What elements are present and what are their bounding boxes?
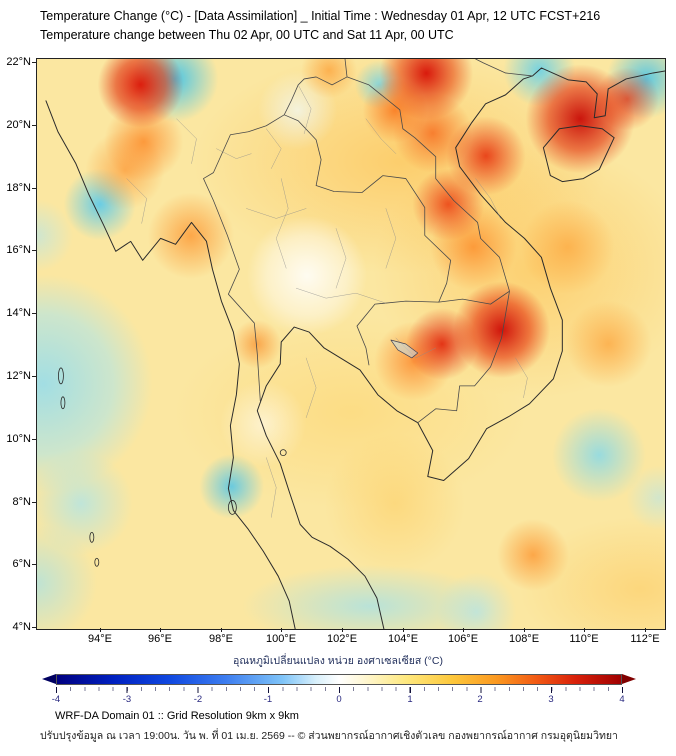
lon-tick-label: 96°E: [138, 628, 182, 646]
page-subtitle: Temperature change between Thu 02 Apr, 0…: [40, 28, 454, 42]
colorbar: [42, 674, 636, 685]
colorbar-left-arrow-icon: [42, 674, 56, 684]
lat-tick-label: 8°N: [0, 495, 36, 509]
lon-tick-label: 110°E: [562, 628, 606, 646]
coastline-east: [256, 67, 665, 629]
weather-map: [36, 58, 666, 630]
page-title: Temperature Change (°C) - [Data Assimila…: [40, 9, 601, 23]
lon-tick-label: 106°E: [441, 628, 485, 646]
lat-tick-label: 14°N: [0, 306, 36, 320]
issuing-agency-text: ปรับปรุงข้อมูล ณ เวลา 19:00น. วัน พ. ที่…: [40, 730, 618, 742]
colorbar-tick-label: -1: [263, 694, 273, 705]
colorbar-tick-label: -3: [122, 694, 132, 705]
tonle-sap-lake: [390, 339, 419, 359]
colorbar-tick-label: 2: [477, 694, 483, 705]
lat-tick-label: 10°N: [0, 432, 36, 446]
colorbar-major-ticks: [56, 687, 623, 693]
lon-tick-label: 94°E: [78, 628, 122, 646]
lat-tick-label: 20°N: [0, 118, 36, 132]
lat-tick-label: 22°N: [0, 55, 36, 69]
island-outlines: [58, 367, 287, 567]
lat-tick-label: 4°N: [0, 620, 36, 634]
country-borders-overlay: [45, 59, 665, 629]
colorbar-gradient: [56, 674, 622, 685]
colorbar-tick-label: -2: [193, 694, 203, 705]
model-info-text: WRF-DA Domain 01 :: Grid Resolution 9km …: [55, 710, 299, 722]
province-borders: [126, 84, 528, 518]
colorbar-tick-label: -4: [51, 694, 61, 705]
colorbar-tick-label: 1: [407, 694, 413, 705]
lon-tick-label: 102°E: [320, 628, 364, 646]
lon-tick-label: 108°E: [502, 628, 546, 646]
lat-tick-label: 12°N: [0, 369, 36, 383]
colorbar-tick-label: 0: [336, 694, 342, 705]
colorbar-right-arrow-icon: [622, 674, 636, 684]
colorbar-tick-label: 3: [548, 694, 554, 705]
colorbar-label: อุณหภูมิเปลี่ยนแปลง หน่วย องศาเซลเซียส (…: [233, 655, 443, 667]
temperature-anomaly-field: [37, 59, 665, 629]
lon-tick-label: 98°E: [199, 628, 243, 646]
lat-tick-label: 16°N: [0, 243, 36, 257]
country-borders: [203, 59, 533, 424]
colorbar-tick-label: 4: [619, 694, 625, 705]
coastline-west: [45, 100, 296, 629]
hainan-island-outline: [542, 125, 615, 183]
lat-tick-label: 18°N: [0, 181, 36, 195]
lon-tick-label: 100°E: [259, 628, 303, 646]
lat-tick-label: 6°N: [0, 557, 36, 571]
lon-tick-label: 112°E: [623, 628, 667, 646]
lon-tick-label: 104°E: [381, 628, 425, 646]
